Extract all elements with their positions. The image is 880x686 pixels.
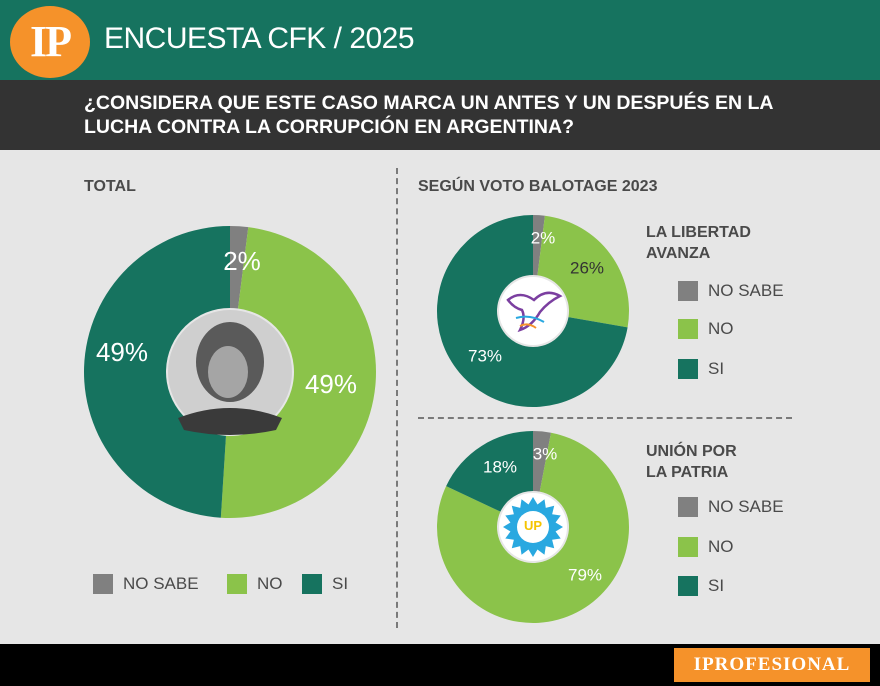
lla-slice-no: [537, 215, 629, 328]
donut-up: 3% 79% 18%: [436, 431, 629, 624]
question-bar: ¿CONSIDERA QUE ESTE CASO MARCA UN ANTES …: [0, 80, 880, 150]
total-slice-no-sabe: [230, 226, 249, 309]
iprofesional-logo: IP: [10, 6, 90, 78]
legend-item-no: NO: [227, 574, 283, 594]
legend-item-no-sabe: NO SABE: [93, 574, 199, 594]
up-legend-label-no: NO: [708, 537, 734, 556]
lla-slice-si: [437, 215, 628, 407]
total-label-no-sabe: 2%: [223, 246, 261, 276]
footer-brand-logo: IPROFESIONAL: [674, 648, 870, 682]
lla-name-line2: AVANZA: [646, 245, 711, 262]
total-section-label: TOTAL: [84, 178, 136, 195]
up-legend-no-sabe: NO SABE: [678, 497, 784, 517]
up-label-no: 79%: [568, 565, 602, 584]
header-bar: [0, 0, 880, 80]
lla-swatch-no: [678, 319, 698, 339]
union-por-la-patria-logo: [499, 493, 567, 561]
lla-legend-no: NO: [678, 319, 734, 339]
lla-swatch-si: [678, 359, 698, 379]
up-party-label: UNIÓN POR LA PATRIA: [646, 441, 737, 483]
la-libertad-avanza-logo: [499, 277, 567, 345]
legend-swatch-no-sabe: [93, 574, 113, 594]
up-name-line2: LA PATRIA: [646, 464, 729, 481]
up-swatch-no: [678, 537, 698, 557]
up-name-line1: UNIÓN POR: [646, 443, 737, 460]
total-slice-no: [220, 227, 376, 519]
horizontal-divider: [418, 417, 792, 419]
up-slice-no: [436, 432, 629, 624]
donut-lla: 2% 26% 73%: [437, 215, 629, 407]
legend-label-no-sabe: NO SABE: [123, 574, 199, 593]
total-slice-si: [84, 226, 230, 518]
legend-label-si: SI: [332, 574, 349, 593]
up-label-no-sabe: 3%: [533, 444, 558, 463]
page-title: ENCUESTA CFK / 2025: [104, 22, 415, 55]
up-slice-no-sabe: [533, 431, 551, 492]
lla-legend-no-sabe: NO SABE: [678, 281, 784, 301]
legend-item-si: SI: [302, 574, 348, 594]
lla-swatch-no-sabe: [678, 281, 698, 301]
lla-legend-si: SI: [678, 359, 724, 379]
total-label-no: 49%: [305, 369, 357, 399]
up-swatch-no-sabe: [678, 497, 698, 517]
up-legend-label-si: SI: [708, 576, 725, 595]
up-swatch-si: [678, 576, 698, 596]
lla-party-label: LA LIBERTAD AVANZA: [646, 222, 751, 264]
legend-label-no: NO: [257, 574, 283, 593]
lla-slice-no-sabe: [533, 215, 545, 276]
up-legend-label-no-sabe: NO SABE: [708, 497, 784, 516]
lla-legend-label-no: NO: [708, 319, 734, 338]
up-logo-text: UP: [523, 518, 543, 533]
lla-legend-label-no-sabe: NO SABE: [708, 281, 784, 300]
total-label-si: 49%: [96, 337, 148, 367]
lla-name-line1: LA LIBERTAD: [646, 224, 751, 241]
lla-legend-label-si: SI: [708, 359, 725, 378]
lla-label-no-sabe: 2%: [531, 228, 556, 247]
lla-label-no: 26%: [570, 258, 604, 277]
up-legend-si: SI: [678, 576, 724, 596]
donut-total: 2% 49% 49%: [84, 226, 376, 519]
legend-swatch-no: [227, 574, 247, 594]
up-label-si: 18%: [483, 457, 517, 476]
survey-question: ¿CONSIDERA QUE ESTE CASO MARCA UN ANTES …: [84, 92, 773, 138]
balotage-section-label: SEGÚN VOTO BALOTAGE 2023: [418, 178, 658, 195]
legend-swatch-si: [302, 574, 322, 594]
vertical-divider: [396, 168, 398, 628]
portrait-photo: [168, 310, 292, 435]
lla-label-si: 73%: [468, 346, 502, 365]
up-legend-no: NO: [678, 537, 734, 557]
up-slice-si: [446, 431, 533, 512]
